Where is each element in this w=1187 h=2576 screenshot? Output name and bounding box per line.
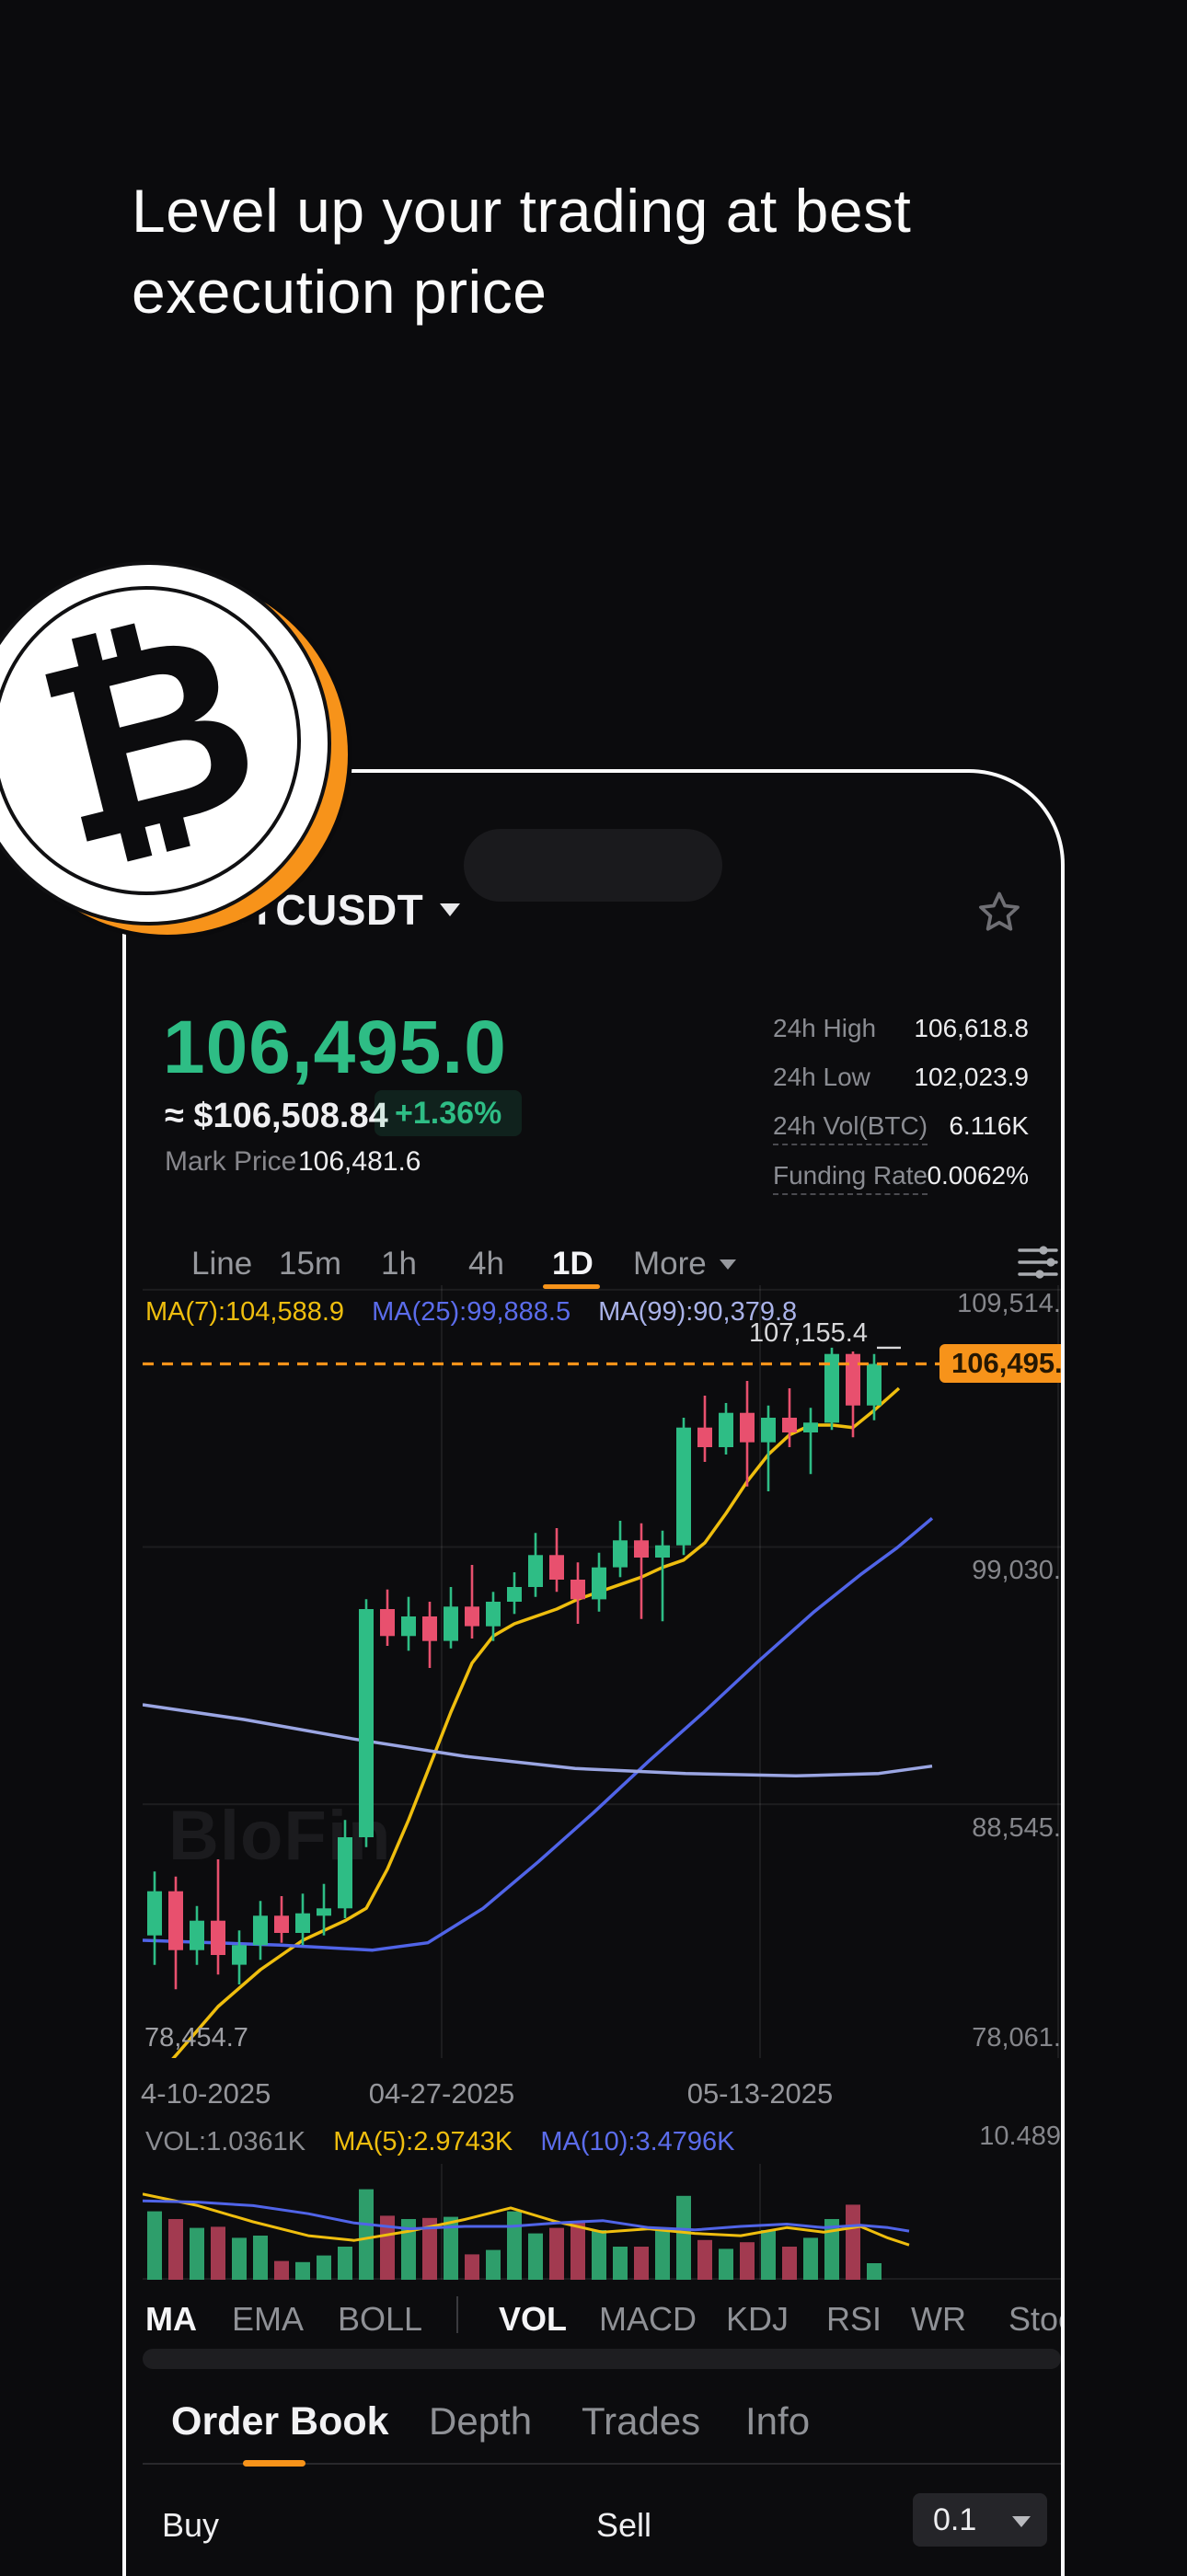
- indicator-divider: [456, 2296, 458, 2333]
- tab-15m[interactable]: 15m: [279, 1246, 342, 1282]
- phone-screen: BTCUSDT 106,495.0 ≈ $106,508.84 +1.36% M…: [126, 773, 1061, 2572]
- price-chart-svg[interactable]: [143, 1285, 1063, 2058]
- y-axis-label: 88,545.: [972, 1813, 1061, 1843]
- indicator-tab-vol[interactable]: VOL: [499, 2300, 568, 2338]
- stat-label: 24h Low: [773, 1063, 870, 1091]
- stat-row: Funding Rate 0.0062%: [773, 1161, 1029, 1195]
- ma99-value: MA(99):90,379.8: [598, 1297, 798, 1327]
- last-price-badge: 106,495.0: [939, 1344, 1061, 1383]
- tab-trades[interactable]: Trades: [582, 2399, 701, 2443]
- phone-frame: BTCUSDT 106,495.0 ≈ $106,508.84 +1.36% M…: [122, 769, 1065, 2576]
- ma7-value: MA(7):104,588.9: [145, 1297, 345, 1327]
- chevron-down-icon: [440, 903, 461, 916]
- y-axis-label: 109,514.: [957, 1289, 1061, 1318]
- tab-info[interactable]: Info: [745, 2399, 811, 2443]
- chart-watermark: BloFin: [168, 1797, 392, 1875]
- section-divider: [143, 2463, 1061, 2465]
- indicator-tab-wr[interactable]: WR: [911, 2300, 966, 2338]
- volume-chart-svg[interactable]: [143, 2164, 1063, 2280]
- buy-button[interactable]: Buy: [162, 2506, 220, 2544]
- x-axis-label: 05-13-2025: [686, 2077, 834, 2110]
- indicator-tab-ma[interactable]: MA: [145, 2300, 197, 2338]
- stat-label[interactable]: Funding Rate: [773, 1161, 928, 1195]
- page-title: Level up your trading at best execution …: [132, 177, 912, 326]
- scroll-track[interactable]: [143, 2349, 1061, 2369]
- tab-1d[interactable]: 1D: [552, 1246, 594, 1282]
- volume-ma10: MA(10):3.4796K: [540, 2127, 735, 2156]
- tab-more[interactable]: More: [633, 1246, 736, 1282]
- stat-value: 102,023.9: [914, 1063, 1029, 1091]
- stat-value: 106,618.8: [914, 1014, 1029, 1042]
- indicator-tab-stoch[interactable]: Stoc: [1008, 2300, 1061, 2338]
- high-marker-label: 107,155.4: [748, 1318, 868, 1348]
- coin-inner-ring: [0, 586, 301, 895]
- volume-legend: VOL:1.0361K MA(5):2.9743K MA(10):3.4796K: [145, 2127, 734, 2157]
- ma-legend: MA(7):104,588.9 MA(25):99,888.5 MA(99):9…: [145, 1297, 797, 1328]
- chart-settings-icon[interactable]: [1017, 1244, 1059, 1285]
- mark-price-label: Mark Price: [165, 1146, 297, 1177]
- tab-1h[interactable]: 1h: [381, 1246, 417, 1282]
- notch-pill: [464, 829, 722, 902]
- indicator-tab-rsi[interactable]: RSI: [826, 2300, 882, 2338]
- change-badge: +1.36%: [375, 1090, 523, 1136]
- chevron-down-icon: [719, 1259, 736, 1270]
- stat-row: 24h Vol(BTC) 6.116K: [773, 1111, 1029, 1145]
- stat-row: 24h Low 102,023.9: [773, 1063, 1029, 1094]
- sell-button[interactable]: Sell: [596, 2506, 652, 2544]
- stat-label[interactable]: 24h Vol(BTC): [773, 1111, 928, 1145]
- volume-value: VOL:1.0361K: [145, 2127, 306, 2156]
- tab-more-label: More: [633, 1246, 707, 1282]
- low-price-label: 78,454.7: [144, 2023, 248, 2053]
- y-axis-label: 78,061.: [972, 2023, 1061, 2053]
- y-axis-label: 99,030.: [972, 1556, 1061, 1585]
- indicator-tab-boll[interactable]: BOLL: [338, 2300, 423, 2338]
- tab-4h[interactable]: 4h: [468, 1246, 504, 1282]
- tab-depth[interactable]: Depth: [429, 2399, 533, 2443]
- indicator-tab-macd[interactable]: MACD: [599, 2300, 697, 2338]
- x-axis-label: 4-10-2025: [141, 2077, 271, 2110]
- stat-value: 6.116K: [949, 1111, 1029, 1140]
- active-tab-underline: [543, 1284, 600, 1289]
- chevron-down-icon: [1012, 2516, 1031, 2527]
- quantity-value: 0.1: [933, 2502, 977, 2537]
- volume-axis-label: 10.489: [979, 2122, 1061, 2151]
- volume-ma5: MA(5):2.9743K: [333, 2127, 513, 2156]
- active-tab-underline: [243, 2460, 305, 2467]
- stat-row: 24h High 106,618.8: [773, 1014, 1029, 1045]
- last-price: 106,495.0: [163, 1006, 507, 1089]
- mark-price-value: 106,481.6: [298, 1146, 421, 1177]
- bitcoin-coin: ₿: [0, 561, 348, 935]
- bitcoin-symbol: ₿: [15, 571, 283, 904]
- stat-label: 24h High: [773, 1014, 877, 1042]
- approx-usd-price: ≈ $106,508.84: [165, 1097, 388, 1135]
- favorite-star-icon[interactable]: [974, 887, 1025, 938]
- indicator-tab-ema[interactable]: EMA: [232, 2300, 305, 2338]
- tab-line[interactable]: Line: [191, 1246, 253, 1282]
- indicator-tab-kdj[interactable]: KDJ: [726, 2300, 789, 2338]
- quantity-dropdown[interactable]: 0.1: [913, 2493, 1047, 2547]
- price-chart[interactable]: BloFin 109,514. 99,030. 88,545. 78,061. …: [143, 1285, 1063, 2058]
- x-axis-label: 04-27-2025: [368, 2077, 515, 2110]
- stat-value: 0.0062%: [927, 1161, 1029, 1190]
- ma25-value: MA(25):99,888.5: [372, 1297, 571, 1327]
- tab-order-book[interactable]: Order Book: [171, 2399, 389, 2444]
